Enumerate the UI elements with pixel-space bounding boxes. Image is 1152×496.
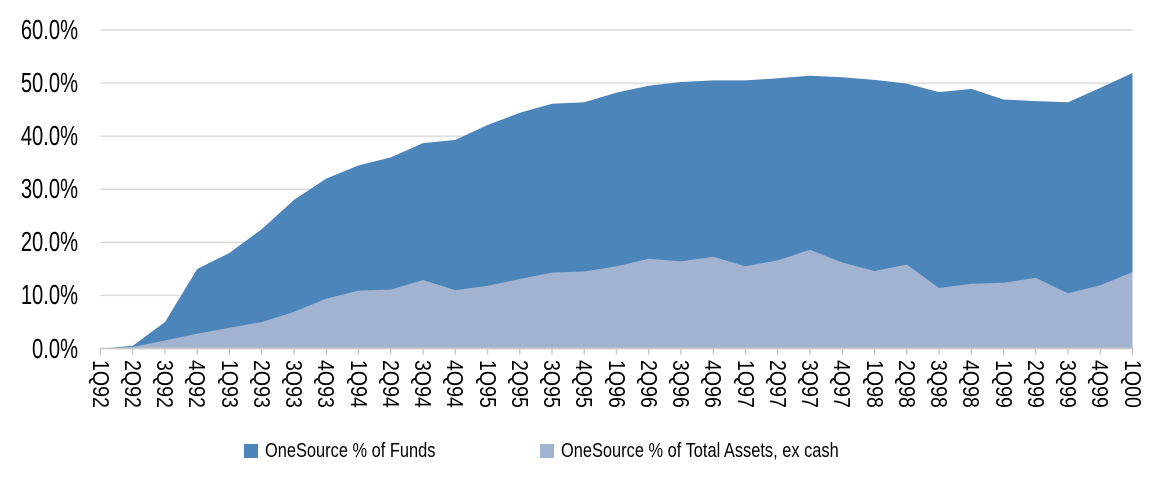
x-axis-label: 1Q96 <box>603 360 630 408</box>
x-axis-label: 3Q99 <box>1055 360 1081 408</box>
legend: OneSource % of Funds OneSource % of Tota… <box>0 440 1152 466</box>
legend-label-total-assets: OneSource % of Total Assets, ex cash <box>561 439 839 462</box>
x-axis-label: 4Q95 <box>571 360 598 408</box>
x-axis-label: 3Q98 <box>926 360 952 408</box>
x-axis-label: 4Q99 <box>1087 360 1114 408</box>
x-axis-label: 3Q94 <box>410 360 436 408</box>
x-axis-label: 4Q97 <box>829 360 856 408</box>
legend-label-funds: OneSource % of Funds <box>265 439 436 462</box>
y-axis-label: 50.0% <box>20 67 78 99</box>
y-axis-label: 0.0% <box>32 332 78 364</box>
x-axis-label: 4Q93 <box>313 360 340 408</box>
x-axis-label: 1Q92 <box>87 360 114 408</box>
x-axis-label: 4Q96 <box>700 360 727 408</box>
x-axis-label: 2Q95 <box>506 360 533 408</box>
x-axis-label: 2Q97 <box>764 360 791 408</box>
x-axis-label: 4Q94 <box>442 360 469 408</box>
x-axis-label: 1Q99 <box>990 360 1017 408</box>
x-axis-label: 1Q00 <box>1119 360 1146 408</box>
x-axis-label: 2Q94 <box>377 360 404 408</box>
y-axis-label: 30.0% <box>20 173 78 205</box>
y-axis-label: 20.0% <box>20 226 78 258</box>
y-axis-label: 60.0% <box>20 14 78 45</box>
x-axis-label: 3Q97 <box>797 360 823 408</box>
x-axis-label: 2Q99 <box>1022 360 1049 408</box>
x-axis-label: 3Q95 <box>539 360 565 408</box>
x-axis-label: 2Q93 <box>248 360 275 408</box>
x-axis-label: 1Q95 <box>474 360 501 408</box>
x-axis-label: 1Q93 <box>216 360 243 408</box>
x-axis-label: 3Q92 <box>152 360 178 408</box>
y-axis-label: 40.0% <box>20 120 78 152</box>
x-axis-label: 2Q92 <box>119 360 146 408</box>
area-series-1 <box>100 249 1133 349</box>
x-axis-label: 1Q97 <box>732 360 759 408</box>
x-axis-label: 4Q92 <box>184 360 211 408</box>
legend-item-total-assets: OneSource % of Total Assets, ex cash <box>540 440 908 462</box>
x-axis-label: 4Q98 <box>958 360 985 408</box>
y-axis-label: 10.0% <box>20 279 78 311</box>
x-axis-label: 3Q93 <box>281 360 307 408</box>
x-axis-label: 1Q98 <box>861 360 888 408</box>
x-axis-label: 3Q96 <box>668 360 694 408</box>
legend-item-funds: OneSource % of Funds <box>244 440 478 462</box>
legend-swatch-total-assets-icon <box>540 444 554 458</box>
x-axis-label: 2Q98 <box>893 360 920 408</box>
legend-swatch-funds-icon <box>244 444 258 458</box>
x-axis-label: 2Q96 <box>635 360 662 408</box>
x-axis-label: 1Q94 <box>345 360 372 408</box>
